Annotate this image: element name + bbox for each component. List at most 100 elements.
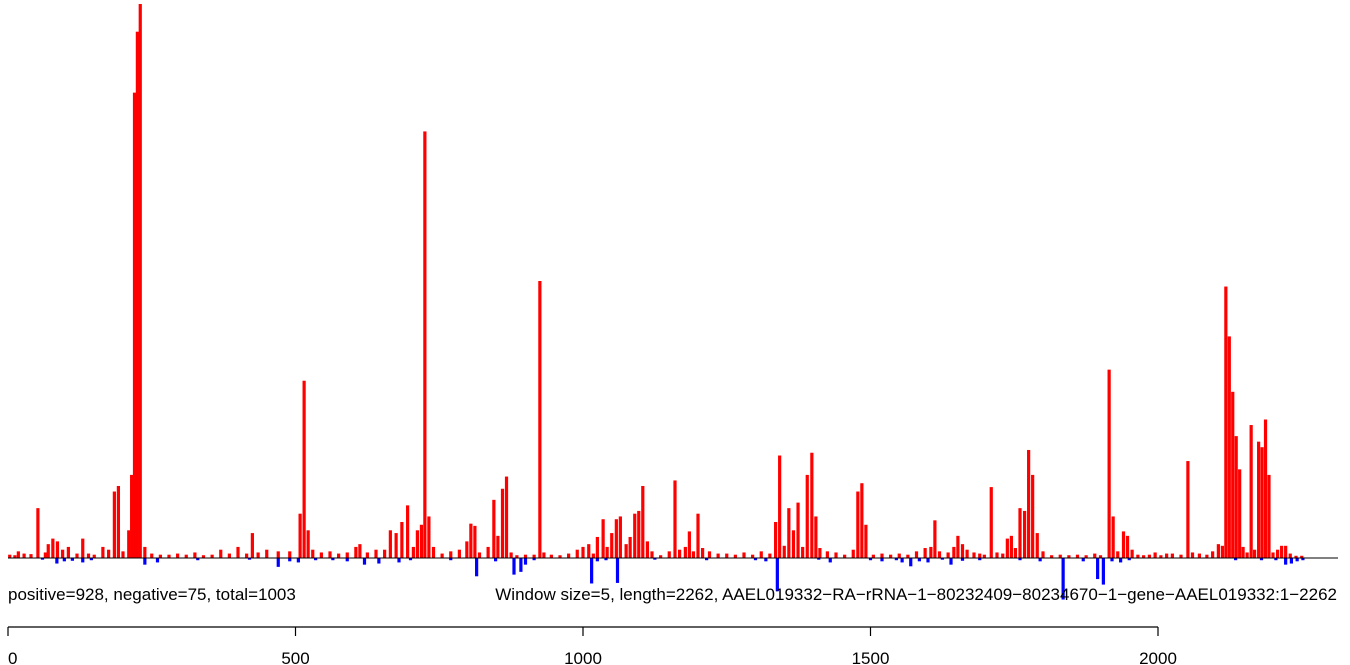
positive-bar <box>923 548 927 558</box>
negative-bar <box>89 558 93 561</box>
positive-bar <box>618 516 622 558</box>
positive-bar <box>374 549 378 558</box>
positive-bar <box>523 554 528 558</box>
negative-bar <box>314 558 318 561</box>
negative-bar <box>753 558 758 561</box>
positive-bar <box>601 519 605 558</box>
positive-bar <box>591 553 595 558</box>
positive-bar <box>1093 553 1097 558</box>
positive-bar <box>1142 555 1146 558</box>
positive-bar <box>219 549 223 558</box>
positive-bar <box>265 549 269 558</box>
annotation-window-info: Window size=5, length=2262, AAEL019332−R… <box>495 585 1337 604</box>
negative-bar <box>590 558 594 584</box>
negative-bar <box>764 558 768 562</box>
positive-bar <box>1245 552 1249 558</box>
positive-bar <box>400 521 404 558</box>
positive-bar <box>914 551 919 558</box>
negative-bar <box>196 558 200 561</box>
negative-bar <box>1038 558 1042 562</box>
negative-bar <box>55 558 59 564</box>
positive-bar <box>1067 555 1071 558</box>
positive-bar <box>725 553 729 558</box>
negative-bar <box>1301 558 1305 561</box>
positive-bar <box>707 551 712 558</box>
bars-layer <box>8 4 1305 600</box>
positive-bar <box>575 549 579 558</box>
positive-bar <box>960 544 965 558</box>
positive-bar <box>946 552 950 558</box>
positive-bar <box>834 552 838 558</box>
positive-bar <box>319 552 323 558</box>
positive-bar <box>538 281 542 558</box>
positive-bar <box>457 549 461 558</box>
positive-bar <box>1216 544 1220 558</box>
negative-bar <box>1295 558 1299 562</box>
positive-bar <box>1190 552 1195 558</box>
negative-bar <box>449 558 453 561</box>
positive-bar <box>906 554 910 558</box>
x-tick-label: 1000 <box>564 649 602 665</box>
positive-bar <box>130 474 134 558</box>
negative-bar <box>940 558 944 560</box>
positive-bar <box>288 551 292 558</box>
positive-bar <box>843 554 847 558</box>
positive-bar <box>411 546 415 558</box>
negative-bar <box>296 558 300 563</box>
negative-bar <box>828 558 832 563</box>
negative-bar <box>604 558 608 561</box>
positive-bar <box>1276 549 1280 558</box>
positive-bar <box>701 548 705 558</box>
negative-bar <box>512 558 516 575</box>
negative-bar <box>1018 558 1022 561</box>
positive-bar <box>751 554 755 558</box>
positive-bar <box>650 551 654 558</box>
positive-bar <box>1241 546 1245 558</box>
positive-bar <box>549 554 553 558</box>
negative-bar <box>960 558 965 561</box>
positive-bar <box>768 553 772 558</box>
negative-bar <box>288 558 292 562</box>
positive-bar <box>532 554 536 558</box>
positive-bar <box>952 546 956 558</box>
positive-bar <box>465 541 469 558</box>
negative-bar <box>615 558 620 583</box>
positive-bar <box>1211 551 1215 558</box>
positive-bar <box>107 549 111 558</box>
positive-bar <box>860 483 864 558</box>
positive-bar <box>256 552 260 558</box>
positive-bar <box>1284 545 1288 558</box>
positive-bar <box>628 536 632 558</box>
positive-bar <box>158 554 162 558</box>
positive-bar <box>1280 545 1284 558</box>
positive-bar <box>298 513 302 558</box>
positive-bar <box>13 555 17 558</box>
positive-bar <box>1179 554 1183 558</box>
positive-bar <box>742 552 746 558</box>
positive-bar <box>645 541 649 558</box>
positive-bar <box>81 538 85 558</box>
positive-bar <box>1023 510 1027 558</box>
negative-bar <box>595 558 599 562</box>
positive-bar <box>814 516 818 558</box>
negative-bar <box>868 558 873 561</box>
positive-bar <box>383 549 387 558</box>
positive-bar <box>500 488 505 558</box>
positive-bar <box>587 544 591 558</box>
positive-bar <box>29 554 33 558</box>
negative-bar <box>1101 558 1105 585</box>
negative-bar <box>909 558 913 567</box>
positive-bar <box>1116 551 1120 558</box>
positive-bar <box>132 92 137 558</box>
positive-bar <box>75 553 79 558</box>
positive-bar <box>328 551 332 558</box>
positive-bar <box>851 549 855 558</box>
positive-bar <box>135 31 139 558</box>
positive-bar <box>1005 538 1009 558</box>
positive-bar <box>1231 391 1235 558</box>
positive-bar <box>605 546 609 558</box>
positive-bar <box>558 555 562 558</box>
positive-bar <box>1058 554 1062 558</box>
positive-bar <box>687 531 691 558</box>
